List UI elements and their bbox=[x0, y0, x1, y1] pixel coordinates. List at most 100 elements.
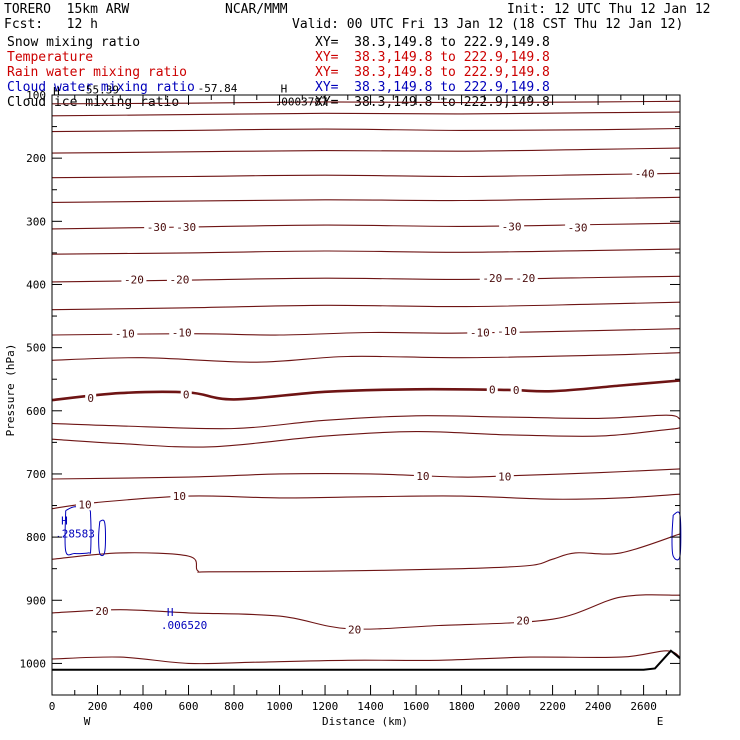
isotherm-label-bg bbox=[180, 388, 192, 401]
isotherm-label-bg bbox=[486, 383, 498, 396]
isotherm-label-bg bbox=[514, 614, 532, 627]
x-tick-label: 200 bbox=[88, 700, 108, 713]
field-label-rain: Rain water mixing ratio bbox=[7, 65, 188, 80]
y-tick-label: 200 bbox=[26, 152, 46, 165]
x-tick-label: 1400 bbox=[357, 700, 384, 713]
isotherm-label: -10 bbox=[115, 328, 135, 341]
isotherm-line bbox=[51, 493, 681, 510]
isotherm-label: 0 bbox=[183, 388, 190, 401]
isotherm-label: 20 bbox=[516, 614, 529, 627]
y-tick-label: 600 bbox=[26, 405, 46, 418]
y-tick-label: 500 bbox=[26, 342, 46, 355]
isotherm-label-bg bbox=[510, 383, 522, 396]
isotherm-line bbox=[51, 468, 681, 480]
init-time: Init: 12 UTC Thu 12 Jan 12 bbox=[507, 2, 711, 17]
x-tick-label: 2600 bbox=[630, 700, 657, 713]
y-tick-label: 300 bbox=[26, 215, 46, 228]
isotherm-line bbox=[51, 650, 681, 665]
west-end-label: W bbox=[84, 715, 91, 728]
extremum-symbol: H bbox=[61, 514, 68, 527]
isotherm-label-bg bbox=[632, 167, 658, 180]
isotherm-label-bg bbox=[494, 325, 520, 338]
isotherm-label-bg bbox=[166, 273, 192, 286]
extremum-value: .006520 bbox=[161, 619, 207, 632]
x-tick-label: 2400 bbox=[585, 700, 612, 713]
isotherm-label-bg bbox=[565, 221, 591, 234]
axes-group: 0 200 400 600 800 1000 1200 1400 1600 1800 2000 220… bbox=[20, 89, 681, 713]
isotherm-line bbox=[51, 328, 681, 336]
isotherm-label-bg bbox=[144, 221, 170, 233]
isotherm-label-bg bbox=[170, 490, 189, 503]
y-tick-label: 400 bbox=[26, 278, 46, 291]
isotherm-label-bg bbox=[112, 327, 138, 340]
isotherm-label-bg bbox=[413, 469, 432, 482]
isotherm-label: 10 bbox=[173, 490, 186, 503]
isotherm-label-bg bbox=[467, 326, 493, 339]
contour-value-label: -57.84 bbox=[198, 82, 238, 95]
x-tick-label: 1600 bbox=[403, 700, 430, 713]
isotherm-line bbox=[51, 147, 681, 154]
isotherm-label: 10 bbox=[78, 498, 91, 511]
y-tick-label: 700 bbox=[26, 468, 46, 481]
isotherm-line bbox=[51, 127, 681, 133]
valid-time: Valid: 00 UTC Fri 13 Jan 12 (18 CST Thu … bbox=[292, 17, 684, 32]
field-label-temperature: Temperature bbox=[7, 50, 94, 65]
isotherm-label: 10 bbox=[498, 470, 511, 483]
zero-isotherm-line bbox=[51, 379, 681, 402]
x-axis-label: Distance (km) bbox=[322, 715, 408, 728]
isotherm-label-bg bbox=[479, 272, 505, 285]
center-name: NCAR/MMM bbox=[225, 2, 288, 17]
field-label-snow: Snow mixing ratio bbox=[7, 35, 141, 50]
isotherm-label: -20 bbox=[482, 272, 502, 285]
isotherm-line bbox=[51, 301, 681, 311]
y-tick-label: 900 bbox=[26, 594, 46, 607]
x-tick-label: 600 bbox=[179, 700, 199, 713]
y-tick-label: 1000 bbox=[20, 657, 47, 670]
isotherm-label-bg bbox=[75, 498, 94, 511]
model-name: TORERO 15km ARW bbox=[4, 2, 130, 17]
isotherm-label: -30 bbox=[568, 222, 588, 235]
contour-value-label: -55.39 bbox=[79, 84, 119, 97]
extremum-symbol: H bbox=[167, 606, 174, 619]
contour-label-group: -40 -30 -30 -30 -30 -20 -20 -20 -20 -10 -10 -10 -10 0… bbox=[53, 82, 658, 636]
isotherm-label: 0 bbox=[489, 383, 496, 396]
isotherm-label: 10 bbox=[416, 470, 429, 483]
y-tick-label: 100 bbox=[26, 89, 46, 102]
isotherm-label: -20 bbox=[515, 272, 535, 285]
isotherm-label: -30 bbox=[502, 220, 522, 233]
isotherm-label: -10 bbox=[470, 326, 490, 339]
y-axis-label: Pressure (hPa) bbox=[4, 344, 17, 437]
extremum-value: .28583 bbox=[55, 527, 95, 540]
x-tick-label: 1000 bbox=[266, 700, 293, 713]
field-section-cloud-water: XY= 38.3,149.8 to 222.9,149.8 bbox=[315, 80, 550, 95]
isotherm-line bbox=[51, 248, 681, 255]
isotherm-label-bg bbox=[495, 470, 514, 483]
isotherm-label-bg bbox=[512, 272, 538, 285]
isotherm-line bbox=[51, 100, 681, 105]
isotherm-line bbox=[51, 196, 681, 203]
extremum-symbol: H bbox=[281, 82, 288, 95]
x-tick-label: 800 bbox=[224, 700, 244, 713]
isotherm-label-bg bbox=[499, 220, 525, 233]
x-tick-label: 0 bbox=[49, 700, 56, 713]
x-tick-label: 2200 bbox=[539, 700, 566, 713]
isotherm-label: 20 bbox=[95, 605, 108, 618]
x-tick-label: 2000 bbox=[494, 700, 521, 713]
cloud-region-group bbox=[64, 506, 682, 561]
terrain-line bbox=[52, 649, 681, 671]
isotherm-label-bg bbox=[345, 623, 364, 636]
field-label-cloud-water: Cloud water mixing ratio bbox=[7, 80, 195, 95]
field-section-rain: XY= 38.3,149.8 to 222.9,149.8 bbox=[315, 65, 550, 80]
east-end-label: E bbox=[657, 715, 664, 728]
y-tick-label: 800 bbox=[26, 531, 46, 544]
isotherm-label: -10 bbox=[172, 326, 192, 339]
isotherm-label-bg bbox=[169, 326, 195, 339]
extremum-value: .0003787 bbox=[275, 95, 328, 108]
isotherm-label: -10 bbox=[497, 325, 517, 338]
x-tick-label: 1800 bbox=[448, 700, 475, 713]
isotherm-line bbox=[51, 533, 681, 573]
isotherm-label: -30 bbox=[176, 221, 196, 234]
isotherm-line bbox=[51, 172, 681, 179]
isotherm-label-bg bbox=[93, 605, 112, 617]
